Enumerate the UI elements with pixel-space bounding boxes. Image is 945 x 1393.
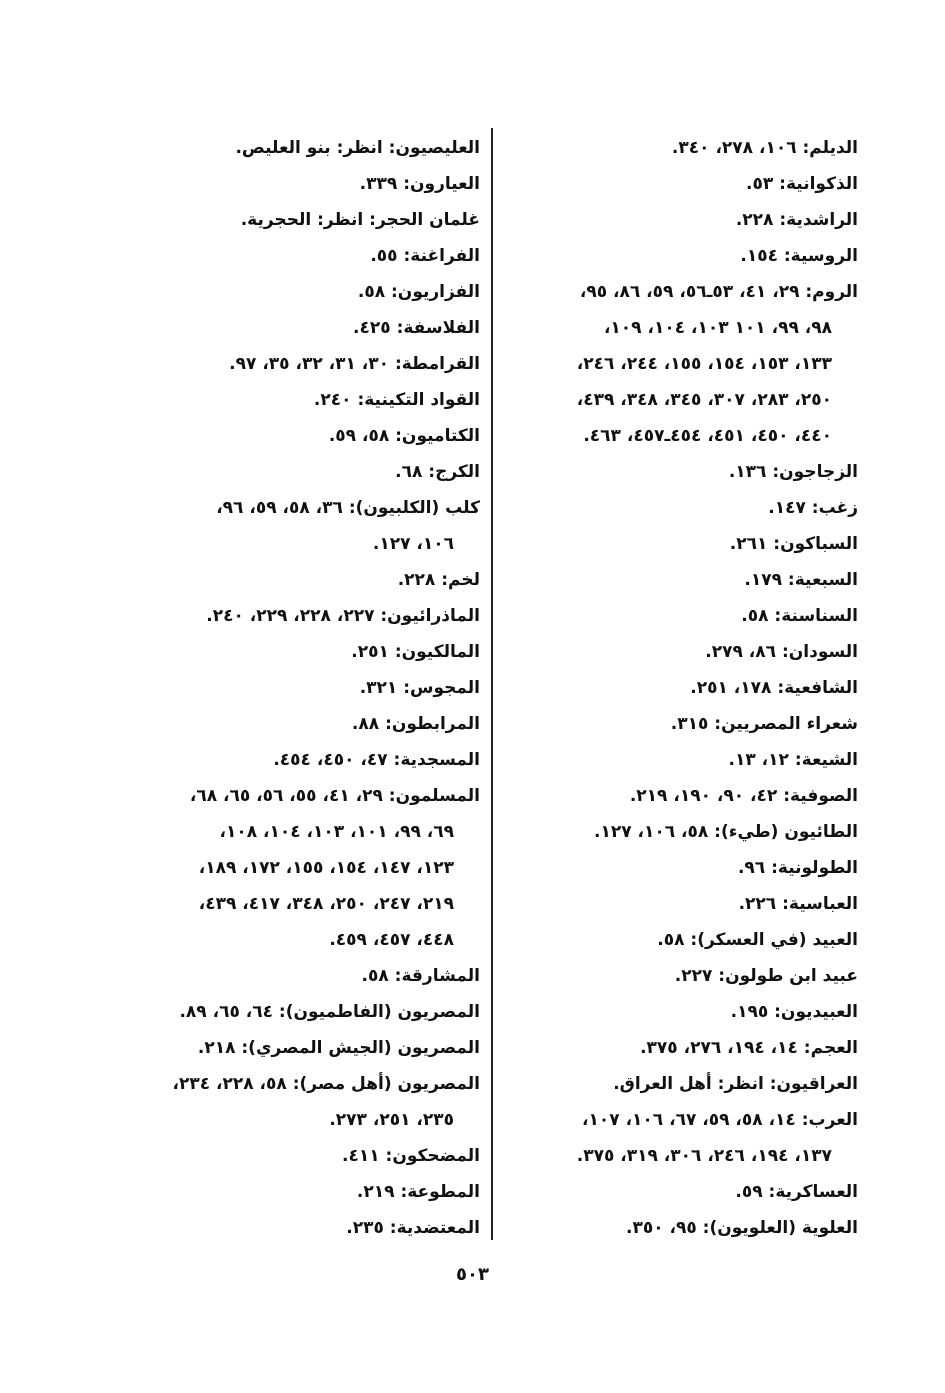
index-entry: المرابطون: ٨٨. [351, 714, 480, 734]
page-number: ٥٠٣ [456, 1264, 489, 1285]
index-entry: الفزاريون: ٥٨. [357, 282, 480, 302]
index-entry-continuation: ٢١٩، ٢٤٧، ٢٥٠، ٣٤٨، ٤١٧، ٤٣٩، [198, 894, 454, 914]
index-entry: العساكرية: ٥٩. [735, 1182, 858, 1202]
index-entry-continuation: ١٠٦، ١٢٧. [372, 534, 454, 554]
index-entry-continuation: ٩٨، ٩٩، ١٠١ ١٠٣، ١٠٤، ١٠٩، [603, 318, 832, 338]
index-entry-continuation: ٤٤٠، ٤٥٠، ٤٥١، ٤٥٤ـ٤٥٧، ٤٦٣. [583, 426, 832, 446]
index-entry: المسلمون: ٢٩، ٤١، ٥٥، ٥٦، ٦٥، ٦٨، [189, 786, 480, 806]
index-entry: الزجاجون: ١٣٦. [728, 462, 858, 482]
index-entry-continuation: ٤٤٨، ٤٥٧، ٤٥٩. [329, 930, 454, 950]
index-entry: السباكون: ٢٦١. [729, 534, 858, 554]
index-entry: كلب (الكلبيون): ٣٦، ٥٨، ٥٩، ٩٦، [216, 498, 480, 518]
index-entry: الماذرائيون: ٢٢٧، ٢٢٨، ٢٢٩، ٢٤٠. [206, 606, 480, 626]
index-column-right: الديلم: ١٠٦، ٢٧٨، ٣٤٠. الذكوانية: ٥٣. الرا… [498, 130, 858, 1246]
index-entry: العيارون: ٣٣٩. [359, 174, 480, 194]
index-entry: القواد التكينية: ٢٤٠. [313, 390, 480, 410]
index-entry: العبيديون: ١٩٥. [730, 1002, 858, 1022]
index-entry: الفراغنة: ٥٥. [370, 246, 480, 266]
index-entry: الراشدية: ٢٢٨. [735, 210, 858, 230]
index-entry: الروم: ٢٩، ٤١، ٥٣ـ٥٦، ٥٩، ٨٦، ٩٥، [579, 282, 858, 302]
index-entry: السودان: ٨٦، ٢٧٩. [705, 642, 858, 662]
index-entry: العبيد (في العسكر): ٥٨. [657, 930, 858, 950]
index-entry: الطولونية: ٩٦. [737, 858, 858, 878]
index-entry: لخم: ٢٢٨. [397, 570, 480, 590]
index-entry: السناسنة: ٥٨. [741, 606, 858, 626]
index-entry: الروسية: ١٥٤. [740, 246, 858, 266]
index-entry: الكتاميون: ٥٨، ٥٩. [328, 426, 480, 446]
index-entry: الشافعية: ١٧٨، ٢٥١. [690, 678, 858, 698]
index-column-left: العليصيون: انظر: بنو العليص. العيارون: ٣٣… [145, 130, 480, 1246]
index-entry: العباسية: ٢٢٦. [738, 894, 858, 914]
index-entry: العرب: ١٤، ٥٨، ٥٩، ٦٧، ١٠٦، ١٠٧، [582, 1110, 858, 1130]
index-entry: العلوية (العلويون): ٩٥، ٣٥٠. [626, 1218, 858, 1238]
index-entry: المصريون (الفاطميون): ٦٤، ٦٥، ٨٩. [179, 1002, 480, 1022]
index-entry: المصريون (الجيش المصري): ٢١٨. [197, 1038, 480, 1058]
index-entry: الصوفية: ٤٢، ٩٠، ١٩٠، ٢١٩. [629, 786, 858, 806]
index-entry-continuation: ٦٩، ٩٩، ١٠١، ١٠٣، ١٠٤، ١٠٨، [219, 822, 454, 842]
index-entry-continuation: ١٣٣، ١٥٣، ١٥٤، ١٥٥، ٢٤٤، ٢٤٦، [576, 354, 832, 374]
index-entry-continuation: ٢٣٥، ٢٥١، ٢٧٣. [329, 1110, 454, 1130]
index-entry: غلمان الحجر: انظر: الحجرية. [240, 210, 480, 230]
index-entry: المالكيون: ٢٥١. [351, 642, 480, 662]
index-entry: الديلم: ١٠٦، ٢٧٨، ٣٤٠. [671, 138, 858, 158]
column-divider [491, 128, 493, 1240]
index-entry: العليصيون: انظر: بنو العليص. [235, 138, 480, 158]
index-entry: الشيعة: ١٢، ١٣. [728, 750, 858, 770]
index-entry: الذكوانية: ٥٣. [746, 174, 858, 194]
index-entry: الكرج: ٦٨. [395, 462, 480, 482]
index-entry: الطائيون (طيء): ٥٨، ١٠٦، ١٢٧. [593, 822, 858, 842]
index-entry: عبيد ابن طولون: ٢٢٧. [674, 966, 858, 986]
index-entry: المطوعة: ٢١٩. [356, 1182, 480, 1202]
index-entry: الفلاسفة: ٤٢٥. [353, 318, 480, 338]
index-entry: المعتضدية: ٢٣٥. [346, 1218, 480, 1238]
index-entry: المضحكون: ٤١١. [342, 1146, 480, 1166]
index-entry-continuation: ١٢٣، ١٤٧، ١٥٤، ١٥٥، ١٧٢، ١٨٩، [198, 858, 454, 878]
index-entry: المسجدية: ٤٧، ٤٥٠، ٤٥٤. [273, 750, 480, 770]
index-entry: المجوس: ٣٢١. [359, 678, 480, 698]
index-entry: شعراء المصريين: ٣١٥. [670, 714, 858, 734]
index-entry: المشارقة: ٥٨. [361, 966, 480, 986]
index-entry-continuation: ١٣٧، ١٩٤، ٢٤٦، ٣٠٦، ٣١٩، ٣٧٥. [576, 1146, 832, 1166]
index-entry-continuation: ٢٥٠، ٢٨٣، ٣٠٧، ٣٤٥، ٣٤٨، ٤٣٩، [576, 390, 832, 410]
index-entry: زغب: ١٤٧. [768, 498, 858, 518]
index-entry: العجم: ١٤، ١٩٤، ٢٧٦، ٣٧٥. [640, 1038, 858, 1058]
index-entry: السبعية: ١٧٩. [744, 570, 858, 590]
index-entry: المصريون (أهل مصر): ٥٨، ٢٢٨، ٢٣٤، [172, 1074, 480, 1094]
index-entry: القرامطة: ٣٠، ٣١، ٣٢، ٣٥، ٩٧. [229, 354, 480, 374]
index-entry: العراقيون: انظر: أهل العراق. [613, 1074, 858, 1094]
